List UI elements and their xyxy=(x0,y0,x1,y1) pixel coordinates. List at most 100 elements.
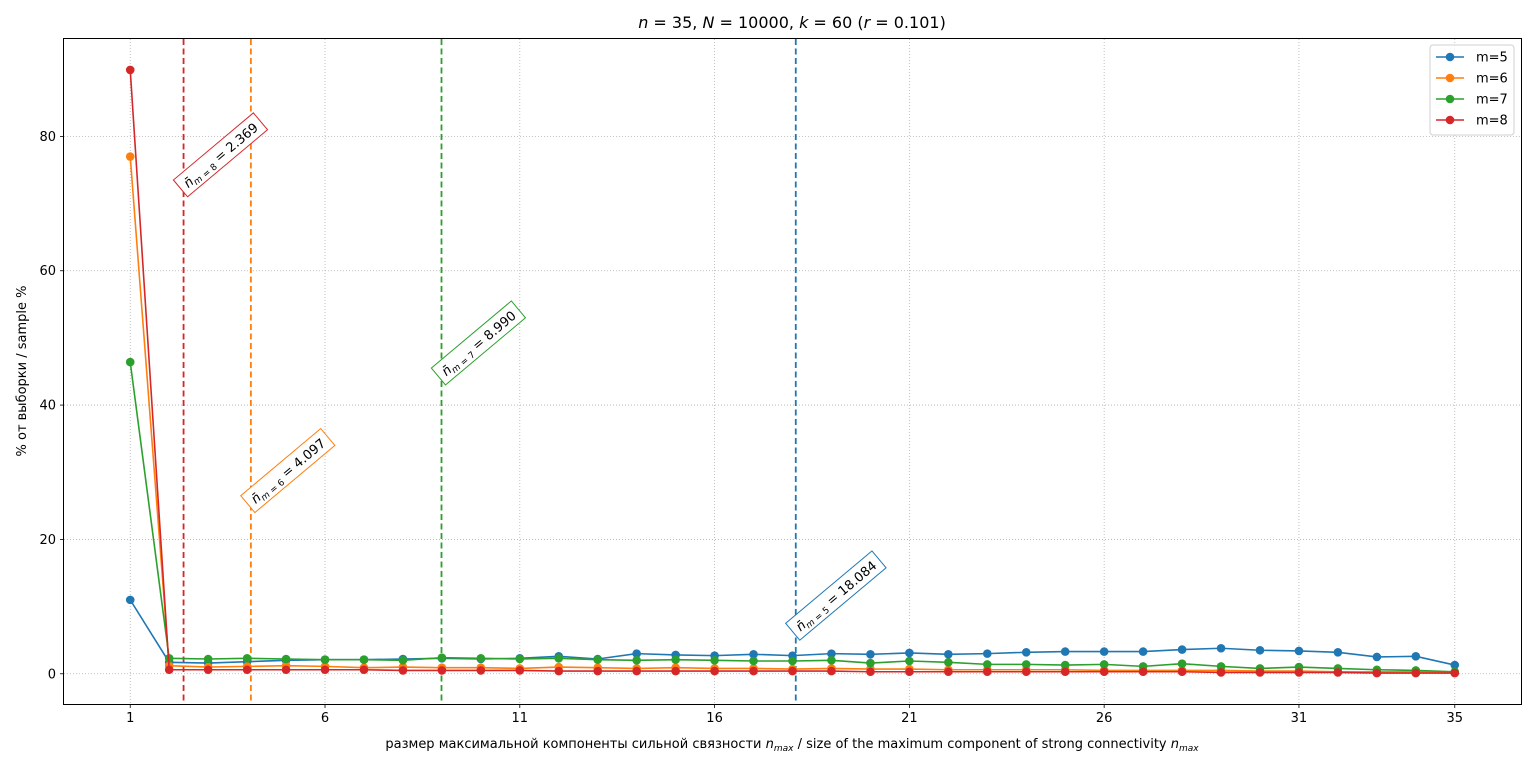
data-point xyxy=(1255,645,1265,655)
data-point xyxy=(1216,643,1226,653)
data-point xyxy=(476,654,486,663)
data-point xyxy=(710,656,719,665)
data-point xyxy=(1177,659,1187,668)
data-point xyxy=(866,658,875,668)
data-point xyxy=(554,666,564,676)
data-point xyxy=(1060,647,1070,656)
legend: m=5 m=6 m=7 m=8 xyxy=(1429,44,1515,136)
data-point xyxy=(320,655,330,664)
legend-marker xyxy=(1445,115,1455,125)
data-point xyxy=(1450,660,1460,670)
data-point xyxy=(164,665,174,675)
x-axis-ticks: 1 6 11 16 21 26 31 35 xyxy=(126,704,1463,726)
data-point xyxy=(1216,668,1226,677)
data-point xyxy=(749,656,758,666)
legend-marker xyxy=(1445,94,1455,104)
data-point xyxy=(125,357,135,367)
x-tick-label: 6 xyxy=(321,711,329,726)
data-point xyxy=(982,649,992,658)
data-point xyxy=(944,667,953,677)
data-point xyxy=(788,656,797,666)
data-point xyxy=(1411,668,1421,678)
data-point xyxy=(242,665,252,675)
data-point xyxy=(1177,645,1187,654)
y-tick-label: 80 xyxy=(39,130,56,145)
data-point xyxy=(632,666,641,676)
data-point xyxy=(1099,667,1109,677)
data-point xyxy=(476,666,486,675)
data-point xyxy=(125,595,135,605)
data-point xyxy=(1333,647,1343,657)
data-point xyxy=(1021,660,1031,669)
data-point xyxy=(788,666,797,676)
data-point xyxy=(593,655,603,664)
data-point xyxy=(1255,668,1265,677)
data-point xyxy=(827,649,836,658)
data-point xyxy=(1216,662,1226,671)
data-point xyxy=(1411,652,1421,661)
data-point xyxy=(281,654,291,664)
data-point xyxy=(515,654,525,664)
x-tick-label: 16 xyxy=(706,711,723,726)
data-point xyxy=(671,655,680,664)
data-point xyxy=(944,658,953,667)
series-m7 xyxy=(125,357,1460,677)
data-point xyxy=(944,649,953,659)
legend-frame xyxy=(1429,44,1515,136)
data-point xyxy=(593,666,603,676)
y-tick-label: 40 xyxy=(39,399,56,414)
data-point xyxy=(866,667,875,677)
mean-annotation-box xyxy=(172,112,269,198)
x-tick-label: 11 xyxy=(512,711,529,726)
data-point xyxy=(1099,647,1109,656)
data-point xyxy=(827,656,836,665)
x-tick-label: 21 xyxy=(901,711,918,726)
x-tick-label: 26 xyxy=(1096,711,1113,726)
data-point xyxy=(1060,660,1070,670)
data-point xyxy=(359,665,369,675)
data-point xyxy=(905,648,914,658)
data-point xyxy=(982,667,992,677)
data-point xyxy=(203,665,213,675)
data-point xyxy=(320,665,330,675)
data-point xyxy=(515,666,525,675)
data-point xyxy=(749,649,758,659)
legend-marker xyxy=(1445,73,1455,83)
data-point xyxy=(125,152,135,161)
data-point xyxy=(632,649,641,658)
data-point xyxy=(671,666,680,676)
data-point xyxy=(281,665,291,675)
mean-annotation-box xyxy=(784,550,887,641)
series-group xyxy=(125,65,1460,678)
data-point xyxy=(1138,667,1148,677)
data-point xyxy=(437,653,447,662)
y-tick-label: 60 xyxy=(39,264,56,279)
legend-marker xyxy=(1445,52,1455,62)
data-point xyxy=(1372,668,1382,678)
x-axis-label: размер максимальной компоненты сильной с… xyxy=(385,737,1199,754)
data-point xyxy=(1333,668,1343,677)
data-point xyxy=(905,656,914,666)
data-point xyxy=(437,666,447,675)
legend-label: m=7 xyxy=(1476,93,1508,108)
data-point xyxy=(1294,646,1304,656)
data-point xyxy=(905,667,914,677)
x-tick-label: 1 xyxy=(126,711,134,726)
data-point xyxy=(1060,667,1070,677)
data-point xyxy=(710,666,719,676)
legend-item: m=6 xyxy=(1436,72,1508,87)
data-point xyxy=(1294,668,1304,677)
mean-annotation-box xyxy=(240,427,336,514)
legend-label: m=8 xyxy=(1476,114,1508,129)
chart-title: n = 35, N = 10000, k = 60 (r = 0.101) xyxy=(638,13,946,32)
data-point xyxy=(827,666,836,676)
data-point xyxy=(866,649,875,659)
data-point xyxy=(1021,667,1031,677)
data-point xyxy=(1138,647,1148,656)
y-axis-ticks: 0 20 40 60 80 xyxy=(39,130,64,682)
data-point xyxy=(1021,647,1031,657)
data-point xyxy=(398,656,408,665)
data-point xyxy=(359,655,369,664)
legend-label: m=6 xyxy=(1476,72,1508,87)
